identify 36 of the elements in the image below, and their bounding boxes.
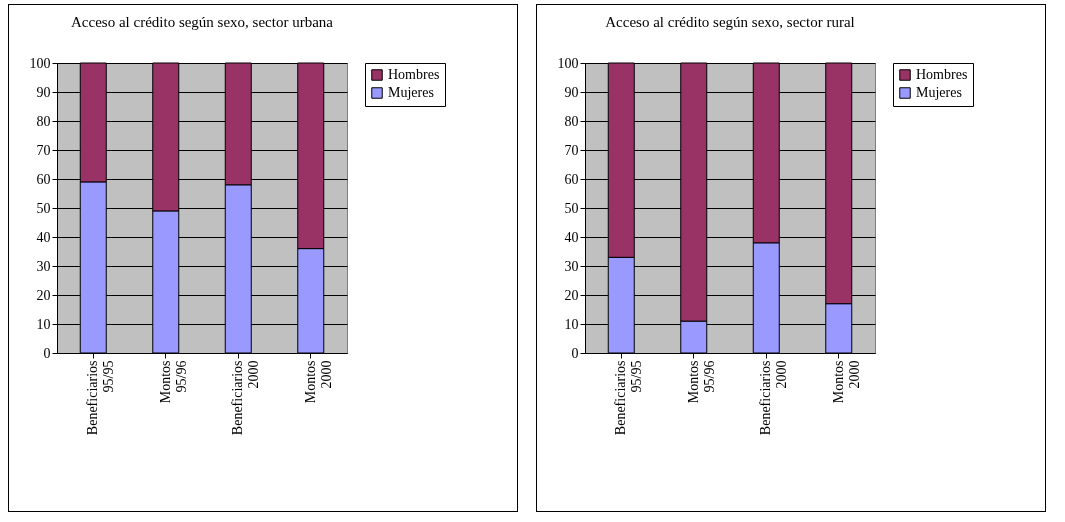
- x-tick-label: Beneficiarios 2000: [758, 360, 790, 436]
- y-tick-label: 60: [36, 171, 51, 187]
- y-tick-label: 60: [564, 171, 579, 187]
- y-tick-label: 70: [564, 142, 579, 158]
- chart-title: Acceso al crédito según sexo, sector urbana: [71, 14, 334, 30]
- x-tick-label: Beneficiarios 95/95: [613, 360, 645, 436]
- y-tick-label: 90: [36, 84, 51, 100]
- legend-label: Mujeres: [916, 85, 962, 100]
- y-tick-label: 30: [564, 258, 579, 274]
- y-tick-label: 10: [36, 316, 51, 332]
- y-tick-label: 0: [571, 345, 579, 361]
- y-tick-label: 50: [36, 200, 51, 216]
- x-tick-label: Montos 95/96: [685, 360, 717, 404]
- x-tick-label: Beneficiarios 95/95: [85, 360, 117, 436]
- legend-label: Mujeres: [388, 85, 434, 100]
- y-tick-label: 10: [564, 316, 579, 332]
- y-tick-label: 80: [564, 113, 579, 129]
- y-tick-label: 40: [564, 229, 579, 245]
- y-tick-label: 40: [36, 229, 51, 245]
- x-tick-label: Beneficiarios 2000: [230, 360, 262, 436]
- y-tick-label: 100: [557, 55, 579, 71]
- x-tick-label: Montos 95/96: [157, 360, 189, 404]
- y-tick-label: 20: [564, 287, 579, 303]
- x-tick-label: Montos 2000: [302, 360, 334, 404]
- y-tick-label: 70: [36, 142, 51, 158]
- y-tick-label: 50: [564, 200, 579, 216]
- y-tick-label: 20: [36, 287, 51, 303]
- y-tick-label: 30: [36, 258, 51, 274]
- y-tick-label: 100: [29, 55, 51, 71]
- legend-label: Hombres: [388, 67, 440, 82]
- legend-label: Hombres: [916, 67, 968, 82]
- y-tick-label: 80: [36, 113, 51, 129]
- x-tick-label: Montos 2000: [830, 360, 862, 404]
- y-tick-label: 90: [564, 84, 579, 100]
- chart-title: Acceso al crédito según sexo, sector rural: [605, 14, 855, 30]
- y-tick-label: 0: [43, 345, 51, 361]
